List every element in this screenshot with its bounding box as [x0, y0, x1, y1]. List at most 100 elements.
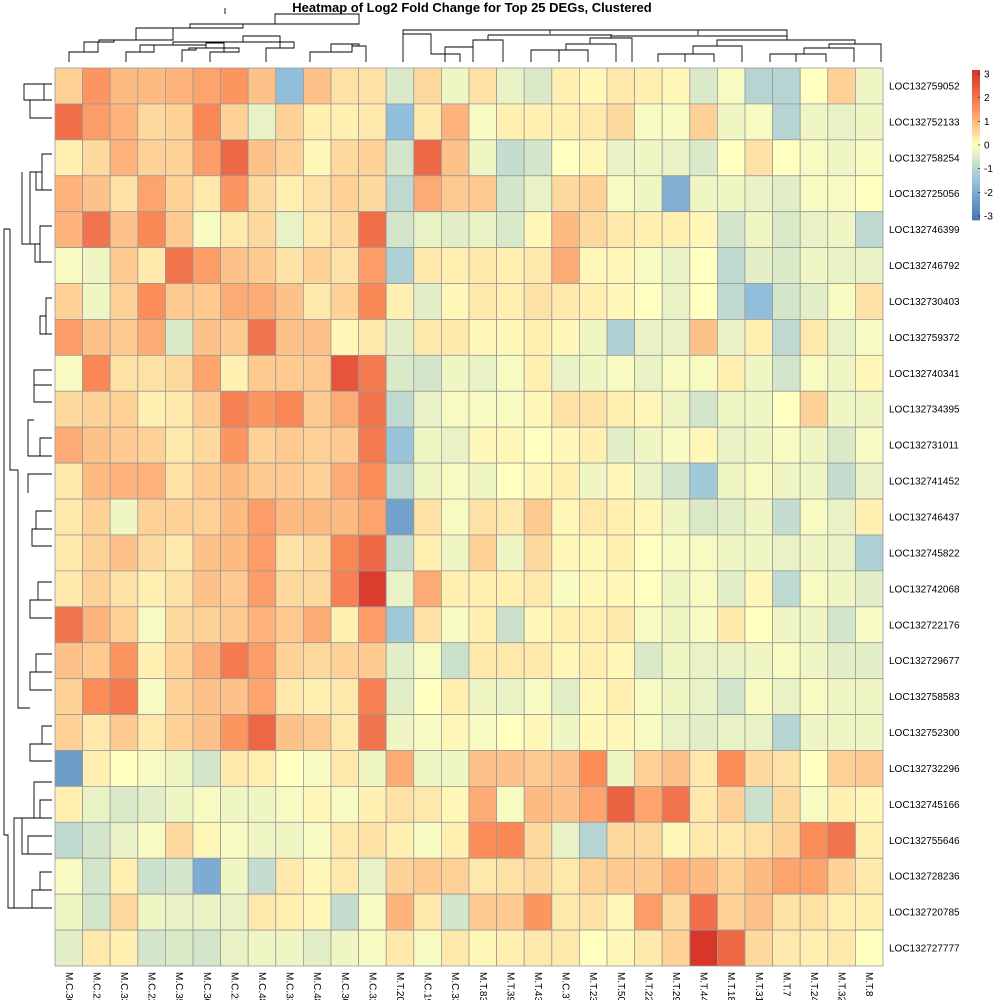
heatmap-cell — [799, 893, 829, 931]
heatmap-cell — [523, 390, 553, 428]
heatmap-cell — [523, 821, 553, 859]
column-label: M.T.43 — [532, 972, 543, 1000]
heatmap-cell — [137, 893, 166, 931]
heatmap-cell — [689, 319, 718, 356]
heatmap-cell — [468, 390, 498, 428]
heatmap-cell — [164, 786, 194, 823]
heatmap-cell — [689, 606, 718, 644]
legend-swatch — [972, 152, 980, 156]
heatmap-cell — [109, 821, 139, 859]
heatmap-cell — [496, 103, 525, 141]
heatmap-cell — [855, 821, 884, 859]
heatmap-cell — [275, 821, 304, 859]
heatmap-cell — [164, 462, 194, 500]
heatmap-cell — [54, 390, 84, 428]
heatmap-cell — [468, 426, 498, 464]
heatmap-cell — [689, 714, 718, 751]
heatmap-cell — [137, 175, 166, 213]
heatmap-cell — [302, 175, 332, 213]
heatmap-cell — [220, 642, 249, 680]
heatmap-cell — [717, 67, 746, 105]
column-label: M.C.218 — [90, 972, 101, 1000]
heatmap-cell — [192, 283, 222, 320]
heatmap-cell — [772, 211, 801, 248]
heatmap-cell — [496, 606, 525, 644]
heatmap-cell — [772, 247, 801, 284]
heatmap-cell — [137, 211, 166, 248]
heatmap-cell — [54, 247, 84, 284]
heatmap-cell — [634, 498, 663, 536]
heatmap-cell — [606, 247, 636, 284]
heatmap-cell — [772, 354, 801, 392]
heatmap-cell — [523, 498, 553, 536]
heatmap-cell — [302, 570, 332, 608]
heatmap-cell — [799, 821, 829, 859]
heatmap-cell — [551, 929, 580, 967]
heatmap-cell — [413, 642, 442, 680]
column-label: M.T.500 — [615, 972, 626, 1000]
heatmap-cell — [137, 462, 166, 500]
legend-swatch — [972, 112, 980, 116]
legend-swatch — [972, 202, 980, 206]
heatmap-cell — [164, 426, 194, 464]
heatmap-cell — [579, 211, 608, 248]
heatmap-cell — [634, 390, 663, 428]
heatmap-cell — [164, 929, 194, 967]
heatmap-cell — [413, 211, 442, 248]
heatmap-cell — [82, 678, 111, 715]
row-dendrogram — [3, 83, 52, 909]
heatmap-cell — [661, 390, 691, 428]
column-label: M.T.18 — [725, 972, 736, 1000]
heatmap-cell — [634, 534, 663, 572]
heatmap-cell — [579, 570, 608, 608]
heatmap-cell — [247, 319, 277, 356]
heatmap-cell — [772, 390, 801, 428]
heatmap-cell — [137, 498, 166, 536]
row-labels: LOC132759052 LOC132752133 LOC132758254 LOC1… — [889, 81, 960, 954]
heatmap-cell — [385, 606, 415, 644]
heatmap-cell — [551, 103, 580, 141]
heatmap-cell — [358, 139, 387, 177]
heatmap-cell — [468, 354, 498, 392]
heatmap-cell — [164, 570, 194, 608]
heatmap-cell — [440, 390, 470, 428]
legend-swatch — [972, 185, 980, 188]
heatmap-cell — [137, 103, 166, 141]
heatmap-cell — [661, 426, 691, 464]
legend-tick-label: -1 — [984, 164, 993, 175]
heatmap-cell — [54, 642, 84, 680]
heatmap-cell — [717, 319, 746, 356]
heatmap-cell — [496, 354, 525, 392]
legend-swatch — [972, 77, 980, 81]
heatmap-cell — [827, 354, 856, 392]
heatmap-cell — [137, 678, 166, 715]
heatmap-cell — [772, 857, 801, 895]
heatmap-cell — [744, 103, 774, 141]
heatmap-cell — [523, 570, 553, 608]
heatmap-cell — [717, 534, 746, 572]
heatmap-cell — [330, 390, 360, 428]
heatmap-cell — [634, 642, 663, 680]
heatmap-cell — [689, 283, 718, 320]
heatmap-cell — [220, 247, 249, 284]
heatmap-cell — [109, 714, 139, 751]
heatmap-cell — [137, 750, 166, 787]
column-label: M.C.306 — [339, 972, 350, 1000]
heatmap-cell — [220, 893, 249, 931]
heatmap-cell — [744, 570, 774, 608]
legend-swatch — [972, 190, 980, 193]
heatmap-cell — [220, 786, 249, 823]
heatmap-cell — [579, 857, 608, 895]
column-label: M.C.363 — [201, 972, 212, 1000]
heatmap-cell — [606, 570, 636, 608]
heatmap-cell — [799, 390, 829, 428]
heatmap-cell — [579, 175, 608, 213]
heatmap-cell — [523, 103, 553, 141]
heatmap-cell — [634, 67, 663, 105]
heatmap-cell — [82, 390, 111, 428]
heatmap-cell — [496, 283, 525, 320]
heatmap-cell — [579, 283, 608, 320]
heatmap-cell — [855, 247, 884, 284]
heatmap-cell — [606, 354, 636, 392]
heatmap-cell — [744, 462, 774, 500]
